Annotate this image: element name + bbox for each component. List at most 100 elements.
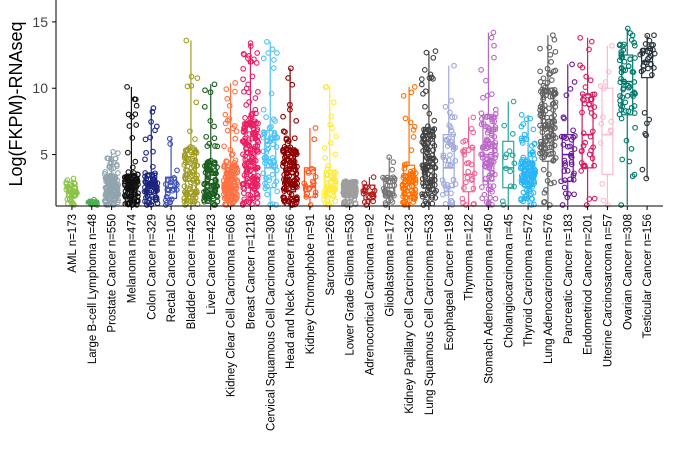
data-point xyxy=(254,137,261,144)
data-point xyxy=(487,157,493,164)
data-point xyxy=(283,136,290,143)
data-point xyxy=(240,76,246,83)
box xyxy=(403,164,416,197)
data-point xyxy=(233,128,240,135)
data-point xyxy=(271,57,277,63)
box xyxy=(621,54,634,116)
data-point xyxy=(452,158,459,164)
data-point xyxy=(478,121,485,128)
data-point xyxy=(389,199,396,205)
category-group xyxy=(301,125,319,208)
data-point xyxy=(163,194,170,200)
boxplot xyxy=(244,43,257,205)
data-point xyxy=(260,134,267,141)
data-point xyxy=(591,162,597,169)
data-point xyxy=(243,169,250,175)
data-point xyxy=(142,156,148,163)
data-point xyxy=(240,128,247,135)
data-point xyxy=(405,184,411,191)
data-point xyxy=(348,196,355,202)
data-point xyxy=(448,98,455,104)
data-point xyxy=(483,77,489,84)
data-point xyxy=(430,147,436,153)
data-point xyxy=(115,150,121,156)
data-point xyxy=(268,123,274,130)
data-point xyxy=(523,195,530,202)
data-point xyxy=(579,64,586,71)
data-point xyxy=(143,149,149,156)
data-point xyxy=(538,141,545,148)
data-point xyxy=(625,63,632,69)
data-point xyxy=(490,29,497,36)
boxplot xyxy=(383,157,396,205)
boxplot xyxy=(224,82,237,205)
data-point xyxy=(421,129,428,136)
data-point xyxy=(181,161,188,168)
data-point xyxy=(255,89,261,95)
boxplot xyxy=(284,68,297,205)
data-point xyxy=(411,84,418,90)
data-point xyxy=(174,167,180,174)
data-point xyxy=(645,65,651,72)
data-point xyxy=(565,143,571,150)
data-point xyxy=(550,32,556,39)
x-tick-label: Testicular Cancer n=156 xyxy=(642,214,654,338)
data-point xyxy=(324,180,331,187)
data-point xyxy=(507,183,514,190)
data-point xyxy=(582,163,588,170)
boxplot xyxy=(621,28,634,205)
data-point xyxy=(342,191,349,198)
data-point xyxy=(209,186,215,193)
data-point xyxy=(113,161,120,168)
x-tick-label: Prostate Cancer n=550 xyxy=(107,214,119,333)
data-point xyxy=(248,113,255,120)
boxplot xyxy=(343,181,356,205)
data-point xyxy=(269,171,276,178)
data-point xyxy=(132,158,139,165)
data-point xyxy=(211,187,218,194)
data-point xyxy=(129,135,136,141)
data-point xyxy=(269,155,276,161)
data-point xyxy=(402,115,409,122)
data-point xyxy=(577,34,584,41)
data-point xyxy=(167,199,174,206)
data-point xyxy=(280,113,286,120)
data-point xyxy=(222,111,229,118)
data-point xyxy=(632,124,638,131)
data-point xyxy=(407,119,414,126)
data-point xyxy=(643,175,650,182)
data-point xyxy=(625,108,632,115)
data-point xyxy=(461,185,467,191)
data-point xyxy=(365,193,372,200)
data-point xyxy=(228,198,235,204)
data-point xyxy=(401,165,408,172)
data-point xyxy=(260,129,267,136)
data-point xyxy=(520,121,527,127)
data-point xyxy=(419,191,425,197)
data-point xyxy=(586,46,592,53)
data-point xyxy=(492,111,499,117)
data-point xyxy=(112,155,119,162)
data-point xyxy=(618,49,625,55)
data-point xyxy=(267,138,274,145)
data-point xyxy=(492,195,499,202)
data-point xyxy=(115,170,121,176)
data-point xyxy=(538,101,545,108)
data-point xyxy=(390,159,397,165)
data-point xyxy=(418,81,425,88)
box xyxy=(303,167,316,198)
data-point xyxy=(307,202,314,208)
data-point xyxy=(532,169,538,176)
data-point xyxy=(347,202,354,208)
boxplot xyxy=(145,108,158,205)
data-point xyxy=(526,188,532,195)
data-point xyxy=(193,99,200,106)
boxplot xyxy=(264,41,277,205)
data-point xyxy=(619,156,626,163)
data-point xyxy=(150,163,156,170)
boxplot xyxy=(85,199,98,205)
boxplot xyxy=(204,84,217,205)
data-point xyxy=(639,50,646,57)
data-point xyxy=(133,102,140,109)
data-point xyxy=(144,198,150,205)
